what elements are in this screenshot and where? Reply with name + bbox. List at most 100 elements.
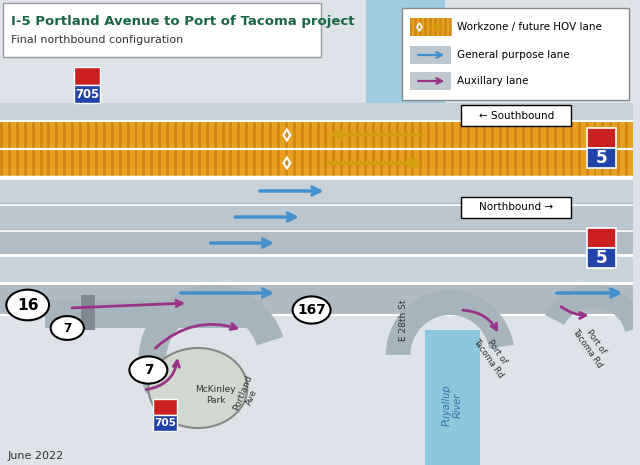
Bar (483, 121, 486, 149)
Bar (324, 149, 328, 177)
Bar (269, 121, 272, 149)
Bar (8, 121, 11, 149)
Bar (198, 149, 201, 177)
Bar (602, 149, 604, 177)
Text: 16: 16 (17, 298, 38, 312)
Bar (134, 121, 138, 149)
Bar (24, 149, 27, 177)
Bar (593, 149, 596, 177)
Bar (372, 121, 375, 149)
Text: General purpose lane: General purpose lane (457, 50, 570, 60)
Text: Northbound →: Northbound → (479, 202, 554, 212)
Bar (174, 121, 177, 149)
Bar (301, 121, 303, 149)
Polygon shape (545, 285, 640, 332)
Bar (221, 149, 225, 177)
Bar (245, 149, 248, 177)
Bar (245, 121, 248, 149)
Bar (95, 149, 98, 177)
Bar (617, 121, 620, 149)
Bar (491, 149, 493, 177)
Bar (31, 149, 35, 177)
Bar (190, 149, 193, 177)
Bar (412, 121, 415, 149)
Text: 5: 5 (596, 249, 607, 267)
Bar (0, 255, 633, 285)
Bar (546, 149, 549, 177)
Bar (143, 121, 145, 149)
Bar (134, 149, 138, 177)
Bar (285, 121, 288, 149)
Bar (56, 121, 58, 149)
FancyBboxPatch shape (461, 197, 572, 218)
Bar (158, 149, 161, 177)
Bar (609, 121, 612, 149)
Bar (40, 149, 42, 177)
Bar (0, 179, 633, 203)
Bar (439, 18, 442, 36)
Bar (292, 121, 296, 149)
Bar (182, 121, 185, 149)
Bar (412, 149, 415, 177)
Bar (237, 149, 241, 177)
Bar (459, 121, 462, 149)
Bar (118, 149, 122, 177)
Bar (475, 149, 478, 177)
Text: Puyallup
River: Puyallup River (441, 384, 463, 426)
Bar (95, 121, 98, 149)
Bar (428, 121, 430, 149)
Bar (111, 121, 114, 149)
Bar (103, 149, 106, 177)
Bar (428, 149, 430, 177)
Bar (103, 121, 106, 149)
Bar (174, 149, 177, 177)
Bar (87, 149, 90, 177)
Bar (87, 121, 90, 149)
Bar (587, 148, 616, 168)
Bar (253, 121, 256, 149)
Bar (506, 121, 509, 149)
Bar (554, 121, 557, 149)
Bar (348, 149, 351, 177)
Bar (578, 121, 580, 149)
Bar (578, 149, 580, 177)
Text: Portland
Ave: Portland Ave (231, 374, 263, 416)
Bar (530, 149, 533, 177)
Bar (380, 121, 383, 149)
Bar (0, 149, 3, 177)
Bar (79, 121, 82, 149)
Bar (435, 121, 438, 149)
Bar (483, 149, 486, 177)
Bar (419, 18, 422, 36)
Bar (0, 283, 633, 315)
Bar (602, 121, 604, 149)
Bar (237, 121, 241, 149)
Bar (380, 149, 383, 177)
Bar (356, 121, 359, 149)
Bar (317, 149, 319, 177)
Bar (515, 121, 517, 149)
Bar (63, 149, 67, 177)
FancyBboxPatch shape (461, 106, 572, 126)
Bar (562, 149, 565, 177)
Bar (562, 121, 565, 149)
Bar (475, 121, 478, 149)
Bar (40, 121, 42, 149)
Bar (317, 121, 319, 149)
Bar (198, 121, 201, 149)
Bar (230, 149, 232, 177)
Bar (404, 149, 406, 177)
Bar (277, 121, 280, 149)
Bar (166, 149, 169, 177)
Bar (8, 149, 11, 177)
Bar (45, 300, 262, 328)
Bar (277, 149, 280, 177)
Bar (467, 149, 470, 177)
Bar (74, 67, 100, 85)
Bar (499, 149, 502, 177)
Bar (348, 121, 351, 149)
Bar (410, 18, 451, 36)
Text: 705: 705 (75, 88, 99, 101)
Bar (0, 149, 633, 177)
Bar (308, 121, 312, 149)
